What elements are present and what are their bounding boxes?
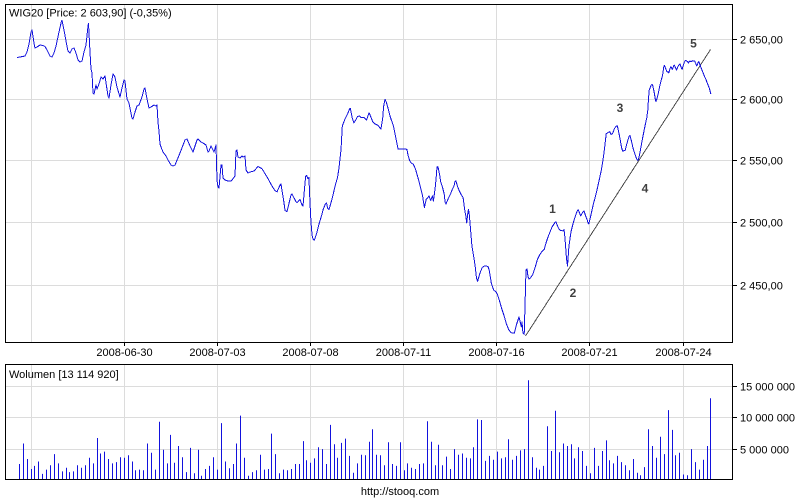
svg-text:2008-07-16: 2008-07-16	[468, 347, 524, 359]
svg-text:2008-07-03: 2008-07-03	[189, 347, 245, 359]
svg-text:10 000 000: 10 000 000	[740, 413, 795, 425]
svg-text:5: 5	[690, 36, 697, 50]
svg-text:2008-07-11: 2008-07-11	[376, 347, 431, 359]
svg-text:2 650,00: 2 650,00	[740, 35, 783, 47]
svg-text:2 500,00: 2 500,00	[740, 218, 783, 230]
svg-text:4: 4	[642, 181, 649, 195]
svg-text:3: 3	[617, 101, 624, 115]
svg-text:2008-07-08: 2008-07-08	[282, 347, 338, 359]
svg-text:1: 1	[549, 202, 556, 216]
svg-text:2: 2	[570, 286, 577, 300]
svg-text:15 000 000: 15 000 000	[740, 382, 795, 394]
svg-text:2 450,00: 2 450,00	[740, 281, 783, 293]
svg-text:5 000 000: 5 000 000	[740, 445, 789, 457]
svg-text:2 550,00: 2 550,00	[740, 156, 783, 168]
svg-text:Wolumen [13 114 920]: Wolumen [13 114 920]	[9, 369, 119, 381]
svg-text:2008-07-21: 2008-07-21	[561, 347, 617, 359]
svg-text:2 600,00: 2 600,00	[740, 95, 783, 107]
svg-text:2008-06-30: 2008-06-30	[96, 347, 152, 359]
svg-text:2008-07-24: 2008-07-24	[655, 347, 711, 359]
svg-text:WIG20 [Price: 2 603,90] (-0,35: WIG20 [Price: 2 603,90] (-0,35%)	[9, 8, 172, 20]
svg-text:http://stooq.com: http://stooq.com	[361, 486, 439, 498]
